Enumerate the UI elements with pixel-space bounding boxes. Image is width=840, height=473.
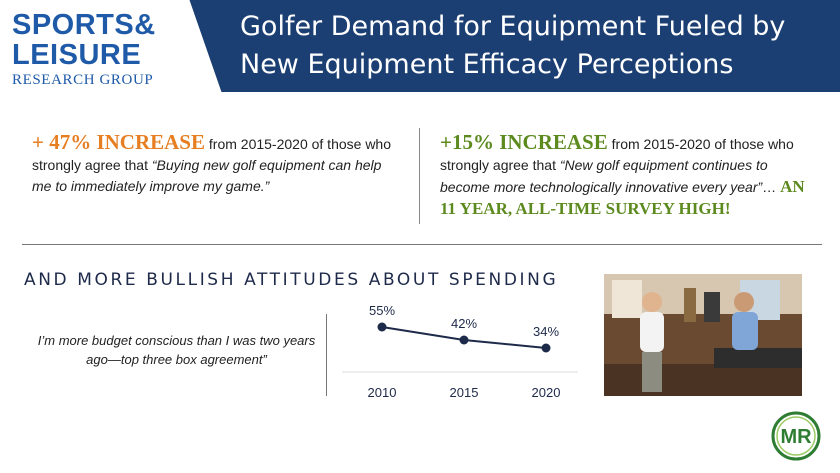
sports-leisure-logo: SPORTS& LEISURE RESEARCH GROUP (12, 10, 192, 100)
data-label-2020: 34% (533, 324, 559, 339)
stat-left: + 47% INCREASE from 2015-2020 of those w… (32, 132, 400, 197)
stat-left-text: from 2015-2020 of those who strongly agr… (32, 136, 392, 173)
data-point-2020 (541, 343, 551, 353)
stat-right-text: from 2015-2020 of those who strongly agr… (440, 136, 794, 173)
page-title-line-1: Golfer Demand for Equipment Fueled by (240, 11, 786, 42)
page-title-line-2: New Equipment Efficacy Perceptions (240, 49, 734, 80)
header-band (189, 0, 840, 92)
mr-brand-logo: MR (771, 411, 821, 461)
logo-line-3: RESEARCH GROUP (12, 72, 154, 88)
vertical-divider (419, 128, 420, 224)
data-label-2010: 55% (369, 303, 395, 318)
stat-right-highlight: +15% INCREASE (440, 130, 608, 154)
stat-left-quote: “Buying new golf equipment can help me t… (32, 157, 382, 194)
data-point-2015 (459, 335, 469, 345)
golf-shop-photo (604, 274, 802, 396)
data-label-2015: 42% (451, 316, 477, 331)
stat-right-ellipsis: … (762, 179, 781, 195)
stat-right-tail: AN 11 YEAR, ALL-TIME SURVEY HIGH! (440, 177, 805, 218)
chart-divider (326, 314, 327, 396)
x-tick-2010: 2010 (368, 385, 397, 400)
horizontal-divider (22, 244, 822, 245)
data-point-2010 (377, 322, 387, 332)
stat-right: +15% INCREASE from 2015-2020 of those wh… (440, 132, 820, 220)
section-title: AND MORE BULLISH ATTITUDES ABOUT SPENDIN… (24, 270, 559, 290)
stat-left-highlight: + 47% INCREASE (32, 130, 205, 154)
spending-line-chart: 55% 2010 42% 2015 34% 2020 (342, 303, 578, 400)
logo-line-1: SPORTS& (12, 9, 156, 41)
mr-brand-mark: MR (780, 426, 812, 448)
x-tick-2015: 2015 (450, 385, 479, 400)
stat-right-quote: “New golf equipment continues to become … (440, 157, 768, 195)
x-tick-2020: 2020 (532, 385, 561, 400)
budget-statement: I’m more budget conscious than I was two… (37, 333, 316, 367)
page-title: Golfer Demand for Equipment Fueled by Ne… (240, 8, 830, 84)
logo-line-2: LEISURE (12, 39, 142, 71)
